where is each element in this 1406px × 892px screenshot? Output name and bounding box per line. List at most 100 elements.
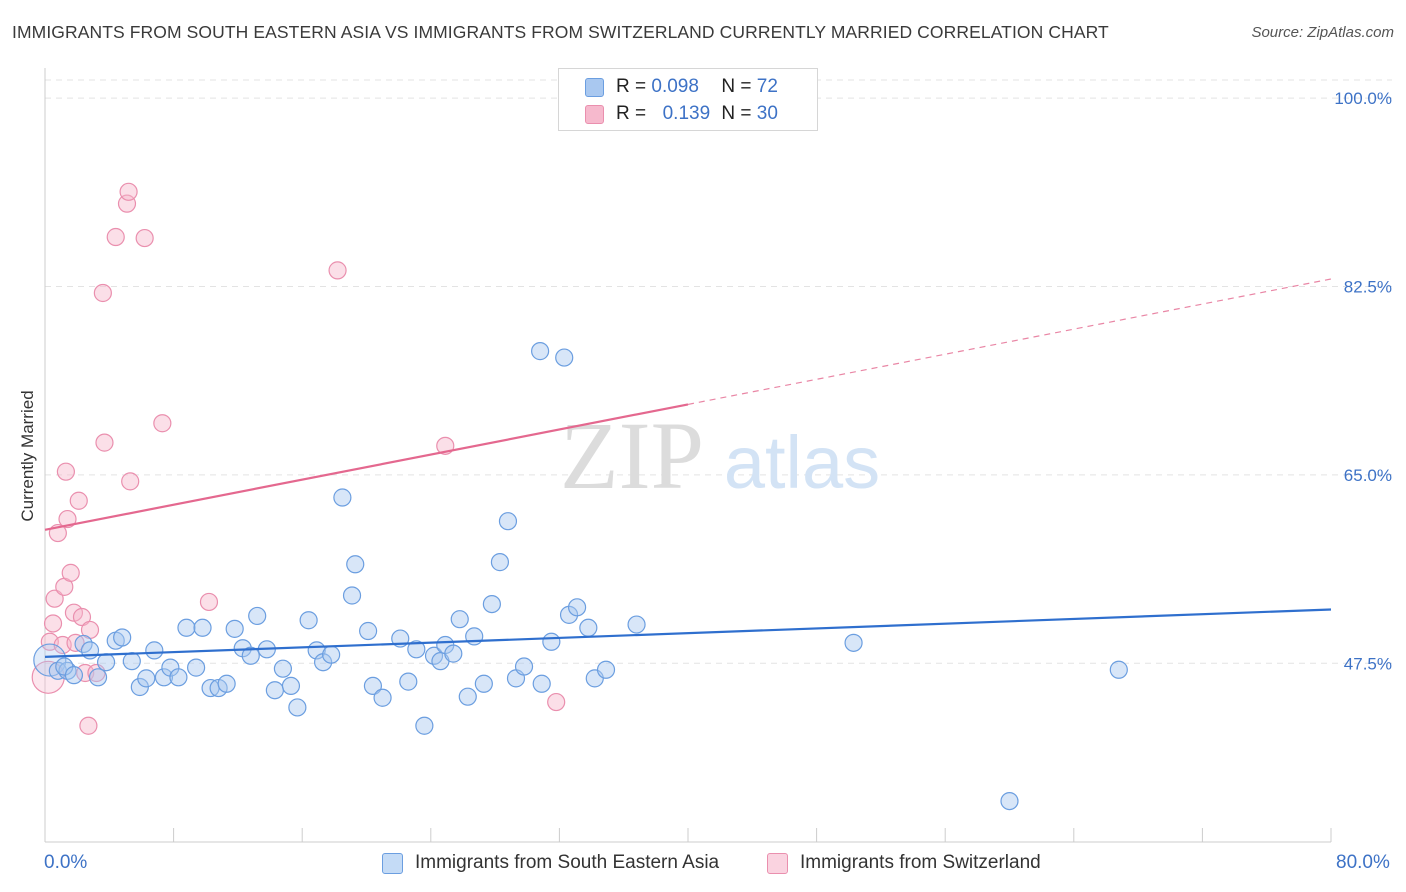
legend-n-value: 72 — [756, 76, 778, 97]
data-point — [69, 491, 88, 510]
data-point — [498, 512, 518, 531]
data-point — [106, 227, 125, 247]
data-point — [281, 676, 301, 696]
data-point — [153, 414, 172, 433]
trend-lines — [44, 278, 1332, 658]
data-point — [359, 621, 378, 641]
data-point — [177, 618, 196, 637]
data-point — [346, 555, 365, 574]
data-point — [119, 182, 138, 201]
data-point — [373, 688, 392, 707]
data-point — [532, 674, 551, 693]
blue-legend-swatch — [382, 852, 403, 874]
data-point — [474, 674, 493, 693]
y-tick-label: 65.0% — [1344, 466, 1392, 485]
data-point — [79, 716, 98, 735]
y-tick-label: 100.0% — [1334, 89, 1392, 108]
legend-r-label: R = — [616, 76, 647, 97]
data-point — [399, 672, 418, 691]
data-point — [56, 462, 75, 481]
watermark-atlas: atlas — [724, 421, 880, 504]
bottom-legend-switzerland[interactable]: Immigrants from Switzerland — [767, 852, 1041, 874]
data-point — [43, 614, 63, 633]
legend-n-label: N = — [721, 103, 752, 124]
data-point — [407, 640, 426, 659]
data-point — [333, 488, 352, 507]
data-point — [113, 628, 132, 647]
data-point — [288, 698, 307, 717]
pink-legend-swatch — [767, 852, 788, 874]
data-point — [265, 681, 284, 700]
data-point — [322, 645, 341, 664]
x-ticks — [44, 828, 1332, 842]
data-point — [145, 641, 164, 660]
data-point — [458, 687, 477, 706]
bottom-legend-label: Immigrants from South Eastern Asia — [415, 852, 720, 873]
watermark: ZIP atlas — [560, 402, 880, 509]
y-tick-label: 47.5% — [1344, 654, 1392, 673]
south-eastern-asia-trend — [44, 608, 1332, 658]
data-point — [169, 668, 188, 687]
data-point — [225, 619, 244, 638]
data-point — [248, 606, 267, 626]
bottom-legend-south-eastern-asia[interactable]: Immigrants from South Eastern Asia — [382, 852, 719, 874]
gridlines — [45, 79, 1392, 664]
data-point — [342, 586, 362, 605]
data-point — [596, 660, 616, 679]
data-point — [555, 348, 574, 367]
data-point — [93, 283, 112, 303]
data-point — [122, 652, 141, 671]
bottom-legend-label: Immigrants from Switzerland — [800, 852, 1041, 873]
data-point — [273, 659, 293, 678]
data-point — [490, 553, 510, 572]
x-axis-max-label: 80.0% — [1336, 852, 1390, 873]
data-point — [444, 644, 463, 663]
data-point — [1109, 660, 1128, 679]
data-point — [64, 666, 84, 685]
legend-n-value: 30 — [756, 103, 778, 124]
watermark-zip: ZIP — [560, 402, 704, 509]
data-point — [95, 433, 114, 452]
blue-swatch — [585, 77, 604, 97]
data-point — [567, 598, 587, 617]
data-point — [1000, 791, 1019, 811]
legend-row-switzerland: R = 0.139 N = 30 — [585, 103, 778, 125]
data-point — [135, 228, 154, 248]
data-point — [542, 632, 561, 651]
data-point — [450, 610, 469, 629]
x-axis-min-label: 0.0% — [44, 852, 88, 873]
switzerland-points — [31, 182, 566, 735]
data-point — [154, 668, 174, 687]
legend-r-value: 0.098 — [651, 76, 699, 97]
data-point — [121, 472, 140, 491]
data-point — [88, 668, 108, 687]
data-point — [627, 615, 646, 634]
data-point — [199, 592, 219, 612]
data-point — [241, 646, 260, 665]
data-point — [61, 563, 80, 582]
legend-r-label: R = — [616, 103, 647, 124]
data-point — [514, 657, 534, 676]
y-tick-labels: 47.5% 65.0% 82.5% 100.0% — [1334, 89, 1392, 673]
data-point — [187, 658, 206, 677]
legend-r-value: 0.139 — [662, 103, 711, 124]
source-attribution: Source: ZipAtlas.com — [1251, 24, 1394, 41]
legend-n-label: N = — [721, 76, 752, 97]
data-point — [33, 643, 67, 677]
data-point — [363, 676, 383, 696]
switzerland-trend-dashed — [687, 278, 1332, 405]
chart-title: IMMIGRANTS FROM SOUTH EASTERN ASIA VS IM… — [12, 22, 1109, 42]
data-point — [547, 692, 566, 712]
data-point — [531, 342, 550, 361]
data-point — [74, 634, 93, 654]
data-point — [96, 653, 116, 672]
data-point — [579, 618, 598, 637]
pink-swatch — [585, 104, 604, 124]
correlation-legend: R = 0.098 N = 72 R = 0.139 N = 30 — [558, 68, 818, 131]
data-point — [328, 261, 347, 280]
switzerland-trend-solid — [44, 403, 689, 531]
data-point — [137, 669, 156, 688]
y-tick-label: 82.5% — [1344, 278, 1392, 297]
data-point — [45, 589, 64, 608]
